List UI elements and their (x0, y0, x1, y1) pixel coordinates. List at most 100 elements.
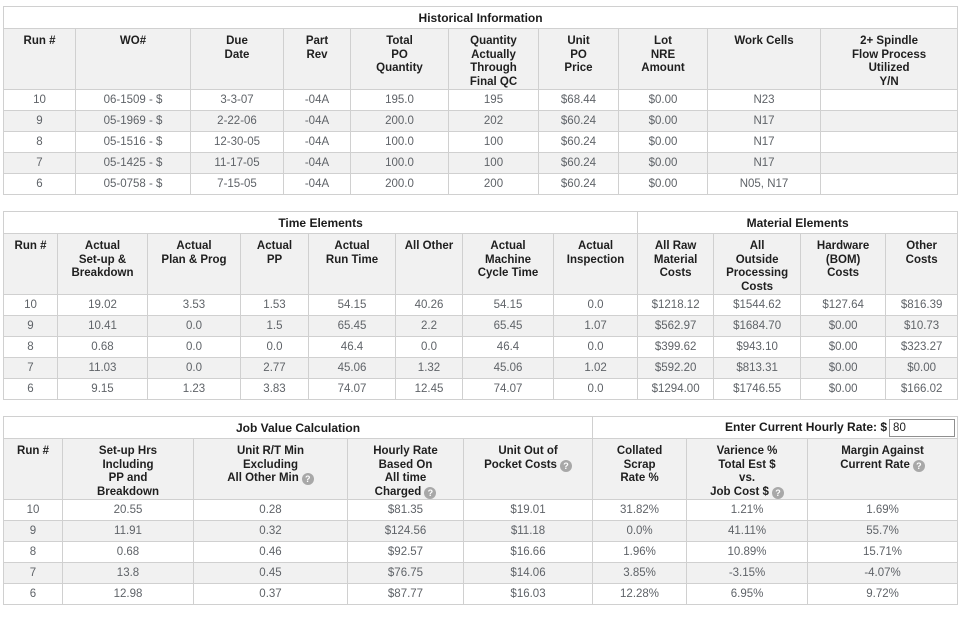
table-row: 8 05-1516 - $ 12-30-05 -04A 100.0 100 $6… (3, 131, 959, 153)
inspection-cell[interactable]: 0.0 (552, 378, 639, 400)
hardware-bom-cell[interactable]: $0.00 (800, 357, 887, 379)
hardware-bom-cell[interactable]: $0.00 (800, 378, 887, 400)
machine-cycle-cell[interactable]: 45.06 (462, 357, 554, 379)
raw-material-cell[interactable]: $562.97 (637, 315, 715, 337)
run-link[interactable]: 8 (3, 131, 76, 153)
run-link[interactable]: 6 (3, 583, 63, 605)
run-link[interactable]: 7 (3, 152, 76, 174)
hardware-bom-cell[interactable]: $0.00 (800, 336, 887, 358)
raw-material-cell[interactable]: $1218.12 (637, 294, 715, 316)
all-other-cell[interactable]: 2.2 (395, 315, 463, 337)
other-costs-cell[interactable]: $323.27 (885, 336, 959, 358)
work-cells-link[interactable]: N17 (707, 131, 821, 153)
inspection-cell[interactable]: 1.07 (552, 315, 639, 337)
wo-link[interactable]: 06-1509 - $ (75, 89, 191, 111)
raw-material-cell[interactable]: $1294.00 (637, 378, 715, 400)
run-time-cell[interactable]: 54.15 (308, 294, 396, 316)
collated-scrap-cell[interactable]: 12.28% (592, 583, 688, 605)
pp-cell[interactable]: 0.0 (240, 336, 309, 358)
run-link[interactable]: 9 (3, 520, 63, 542)
other-costs-cell[interactable]: $816.39 (885, 294, 959, 316)
help-icon[interactable]: ? (424, 486, 437, 499)
machine-cycle-cell[interactable]: 54.15 (462, 294, 554, 316)
outside-processing-cell[interactable]: $813.31 (713, 357, 802, 379)
help-icon[interactable]: ? (771, 486, 784, 499)
run-time-cell[interactable]: 74.07 (308, 378, 396, 400)
all-other-cell[interactable]: 12.45 (395, 378, 463, 400)
other-costs-cell[interactable]: $0.00 (885, 357, 959, 379)
run-time-cell[interactable]: 46.4 (308, 336, 396, 358)
run-link[interactable]: 10 (3, 499, 63, 521)
run-link[interactable]: 9 (3, 110, 76, 132)
run-link[interactable]: 7 (3, 562, 63, 584)
collated-scrap-cell[interactable]: 3.85% (592, 562, 688, 584)
plan-prog-cell[interactable]: 3.53 (147, 294, 241, 316)
outside-processing-cell[interactable]: $1746.55 (713, 378, 802, 400)
setup-cell[interactable]: 9.15 (57, 378, 148, 400)
setup-hrs-cell[interactable]: 20.55 (62, 499, 194, 521)
setup-hrs-cell[interactable]: 13.8 (62, 562, 194, 584)
collated-scrap-cell[interactable]: 31.82% (592, 499, 688, 521)
run-link[interactable]: 6 (3, 378, 58, 400)
pp-cell[interactable]: 1.53 (240, 294, 309, 316)
setup-cell[interactable]: 11.03 (57, 357, 148, 379)
run-link[interactable]: 9 (3, 315, 58, 337)
work-cells-link[interactable]: N17 (707, 110, 821, 132)
setup-cell[interactable]: 19.02 (57, 294, 148, 316)
run-link[interactable]: 7 (3, 357, 58, 379)
outside-processing-cell[interactable]: $943.10 (713, 336, 802, 358)
raw-material-cell[interactable]: $592.20 (637, 357, 715, 379)
pp-cell[interactable]: 1.5 (240, 315, 309, 337)
all-other-cell[interactable]: 1.32 (395, 357, 463, 379)
inspection-cell[interactable]: 0.0 (552, 294, 639, 316)
run-link[interactable]: 8 (3, 336, 58, 358)
all-other-cell[interactable]: 40.26 (395, 294, 463, 316)
outside-processing-cell[interactable]: $1544.62 (713, 294, 802, 316)
wo-link[interactable]: 05-1516 - $ (75, 131, 191, 153)
other-costs-cell[interactable]: $10.73 (885, 315, 959, 337)
help-icon[interactable]: ? (912, 459, 925, 472)
machine-cycle-cell[interactable]: 65.45 (462, 315, 554, 337)
setup-hrs-cell[interactable]: 11.91 (62, 520, 194, 542)
wo-link[interactable]: 05-1969 - $ (75, 110, 191, 132)
help-icon[interactable]: ? (301, 473, 314, 485)
raw-material-cell[interactable]: $399.62 (637, 336, 715, 358)
plan-prog-cell[interactable]: 0.0 (147, 315, 241, 337)
run-link[interactable]: 10 (3, 89, 76, 111)
inspection-cell[interactable]: 1.02 (552, 357, 639, 379)
inspection-cell[interactable]: 0.0 (552, 336, 639, 358)
run-link[interactable]: 6 (3, 173, 76, 195)
hardware-bom-cell[interactable]: $127.64 (800, 294, 887, 316)
varience-cell: 1.21% (686, 499, 809, 521)
help-icon[interactable]: ? (559, 459, 572, 472)
machine-cycle-cell[interactable]: 46.4 (462, 336, 554, 358)
setup-hrs-cell[interactable]: 0.68 (62, 541, 194, 563)
work-cells-link[interactable]: N17 (707, 152, 821, 174)
table-row: 7 11.03 0.0 2.77 45.06 1.32 45.06 1.02 $… (3, 357, 959, 379)
run-time-cell[interactable]: 65.45 (308, 315, 396, 337)
other-costs-cell[interactable]: $166.02 (885, 378, 959, 400)
run-link[interactable]: 10 (3, 294, 58, 316)
setup-cell[interactable]: 10.41 (57, 315, 148, 337)
run-link[interactable]: 8 (3, 541, 63, 563)
work-cells-link[interactable]: N05, N17 (707, 173, 821, 195)
hourly-rate-input[interactable] (889, 418, 956, 437)
run-time-cell[interactable]: 45.06 (308, 357, 396, 379)
pp-cell[interactable]: 2.77 (240, 357, 309, 379)
pp-cell[interactable]: 3.83 (240, 378, 309, 400)
hardware-bom-cell[interactable]: $0.00 (800, 315, 887, 337)
outside-processing-cell[interactable]: $1684.70 (713, 315, 802, 337)
setup-hrs-cell[interactable]: 12.98 (62, 583, 194, 605)
wo-link[interactable]: 05-1425 - $ (75, 152, 191, 174)
collated-scrap-cell[interactable]: 0.0% (592, 520, 688, 542)
machine-cycle-cell[interactable]: 74.07 (462, 378, 554, 400)
work-cells-link[interactable]: N23 (707, 89, 821, 111)
plan-prog-cell[interactable]: 1.23 (147, 378, 241, 400)
wo-link[interactable]: 05-0758 - $ (75, 173, 191, 195)
col-header-machine-cycle: Actual Machine Cycle Time (462, 233, 554, 295)
setup-cell[interactable]: 0.68 (57, 336, 148, 358)
collated-scrap-cell[interactable]: 1.96% (592, 541, 688, 563)
all-other-cell[interactable]: 0.0 (395, 336, 463, 358)
plan-prog-cell[interactable]: 0.0 (147, 357, 241, 379)
plan-prog-cell[interactable]: 0.0 (147, 336, 241, 358)
